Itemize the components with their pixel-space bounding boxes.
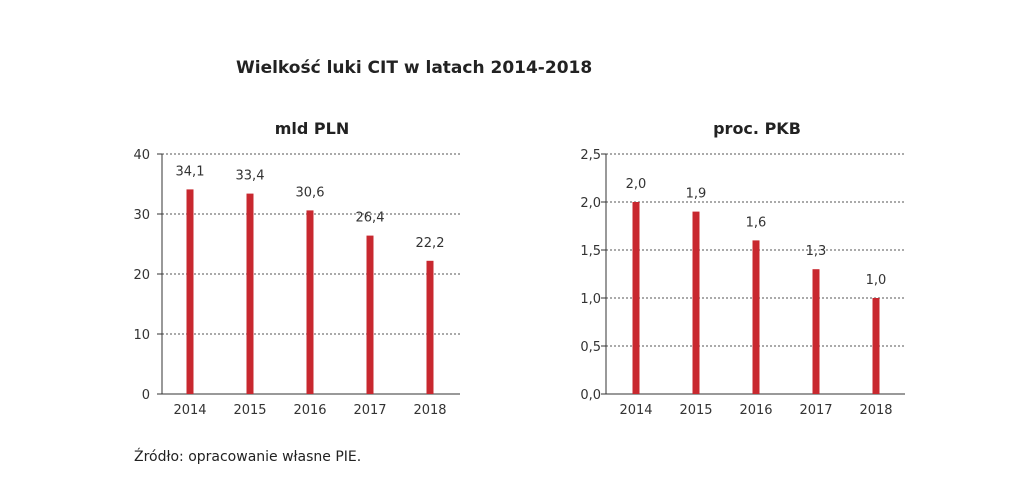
x-tick-label-2017: 2017: [353, 403, 386, 418]
bar-2017: [812, 269, 820, 394]
y-tick-label: 1,0: [580, 292, 601, 307]
chart-proc-pkb: 0,0 0,5 1,0 1,5 2,0 2,5 2,0 2014 1,9 2015 1,6 2016 1…: [580, 148, 905, 418]
data-label-2017: 26,4: [356, 211, 385, 226]
y-tick-label: 20: [133, 268, 150, 283]
x-tick-label-2016: 2016: [293, 403, 326, 418]
data-label-2017: 1,3: [806, 244, 827, 259]
y-tick-label: 30: [133, 208, 150, 223]
data-label-2014: 34,1: [176, 164, 205, 179]
chart-mld-pln: 0 10 20 30 40 34,1 2014 33,4 2015 30,6 2016 26,4 201…: [133, 148, 460, 418]
source-note: Źródło: opracowanie własne PIE.: [134, 449, 362, 465]
x-tick-label-2015: 2015: [233, 403, 266, 418]
data-label-2015: 33,4: [236, 169, 265, 184]
data-label-2014: 2,0: [626, 177, 647, 192]
bar-2015: [692, 211, 700, 394]
data-label-2016: 1,6: [746, 215, 767, 230]
x-tick-label-2014: 2014: [173, 403, 206, 418]
y-tick-label: 10: [133, 328, 150, 343]
y-tick-label: 1,5: [580, 244, 601, 259]
x-tick-label-2015: 2015: [679, 403, 712, 418]
bar-2018: [872, 298, 880, 394]
y-tick-label: 0,0: [580, 388, 601, 403]
y-tick-label: 2,0: [580, 196, 601, 211]
x-tick-label-2018: 2018: [413, 403, 446, 418]
bar-2016: [306, 210, 314, 394]
y-tick-label: 2,5: [580, 148, 601, 163]
data-label-2018: 1,0: [866, 273, 887, 288]
bar-2017: [366, 235, 374, 394]
bar-2014: [186, 189, 194, 394]
figure-title: Wielkość luki CIT w latach 2014-2018: [236, 58, 593, 78]
data-label-2018: 22,2: [416, 236, 445, 251]
chart-2-title: proc. PKB: [713, 119, 801, 138]
x-tick-label-2016: 2016: [739, 403, 772, 418]
bar-2015: [246, 193, 254, 394]
chart-1-title: mld PLN: [275, 119, 350, 138]
bar-2018: [426, 260, 434, 394]
x-tick-label-2018: 2018: [859, 403, 892, 418]
x-tick-label-2017: 2017: [799, 403, 832, 418]
data-label-2015: 1,9: [686, 187, 707, 202]
bar-2016: [752, 240, 760, 394]
bar-2014: [632, 202, 640, 394]
y-tick-label: 0: [142, 388, 150, 403]
y-tick-label: 0,5: [580, 340, 601, 355]
data-label-2016: 30,6: [296, 185, 325, 200]
y-tick-label: 40: [133, 148, 150, 163]
x-tick-label-2014: 2014: [619, 403, 652, 418]
